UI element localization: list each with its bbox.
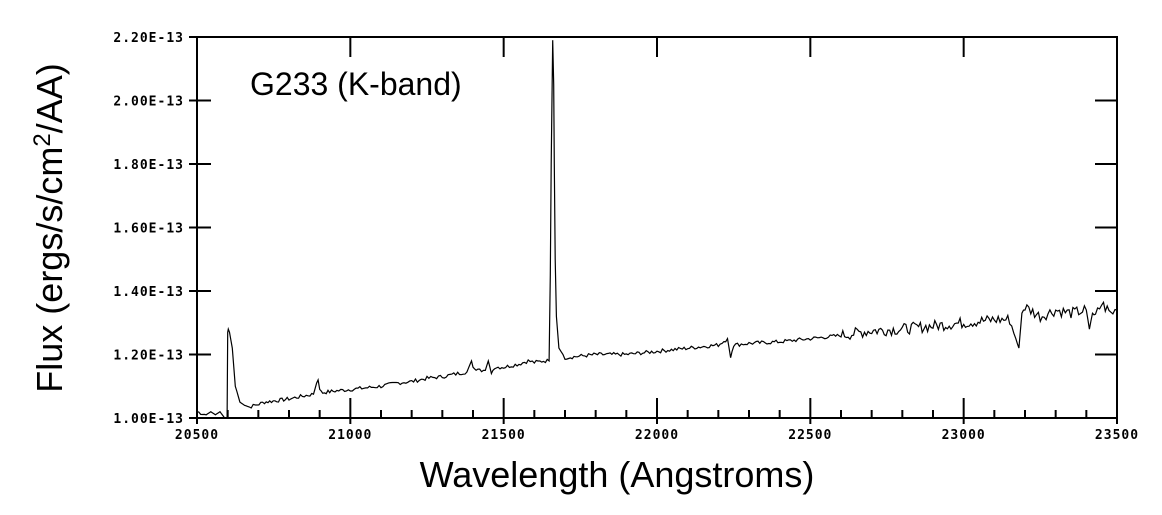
x-tick-label: 22000 [635, 428, 679, 443]
x-axis-title: Wavelength (Angstroms) [420, 454, 815, 495]
plot-frame [196, 36, 1118, 419]
x-tick-label: 23000 [942, 428, 986, 443]
x-tick-label: 22500 [788, 428, 832, 443]
x-tick-label: 21500 [482, 428, 526, 443]
y-tick-label: 2.20E-13 [113, 31, 184, 46]
y-axis-title-prefix: Flux (ergs/s/cm [29, 147, 70, 393]
y-axis-title-suffix: /AA) [29, 63, 70, 133]
x-axis-ticks: 20500 21000 21500 22000 22500 23000 23500 [175, 37, 1139, 443]
x-tick-label: 23500 [1095, 428, 1139, 443]
y-axis-title-superscript: 2 [29, 133, 56, 146]
chart-title: G233 (K-band) [250, 66, 462, 102]
x-tick-label: 21000 [328, 428, 372, 443]
y-tick-label: 1.00E-13 [113, 412, 184, 427]
x-tick-label: 20500 [175, 428, 219, 443]
y-tick-label: 1.80E-13 [113, 158, 184, 173]
y-tick-label: 2.00E-13 [113, 95, 184, 110]
y-axis-title: Flux (ergs/s/cm2/AA) [29, 63, 70, 392]
spectrum-line [196, 40, 1118, 419]
y-tick-label: 1.60E-13 [113, 222, 184, 237]
y-tick-label: 1.40E-13 [113, 285, 184, 300]
y-tick-label: 1.20E-13 [113, 349, 184, 364]
